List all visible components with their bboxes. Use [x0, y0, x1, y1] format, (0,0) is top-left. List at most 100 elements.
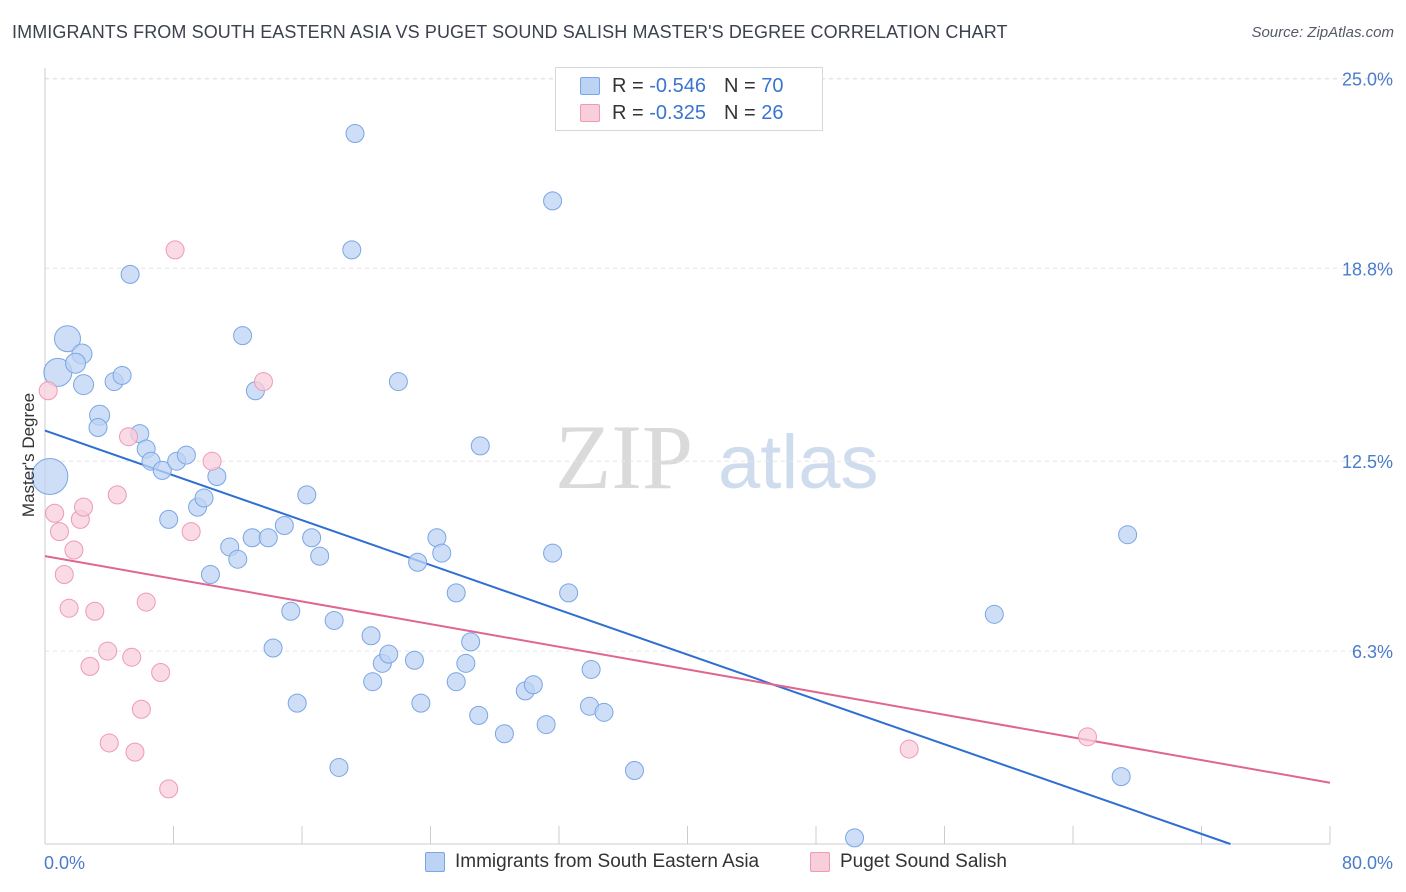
r-value: -0.546: [649, 74, 706, 97]
y-tick-label: 12.5%: [1342, 452, 1393, 472]
point-immigrants: [446, 672, 466, 692]
point-immigrants: [984, 604, 1004, 624]
stats-legend: R = -0.546 N = 70 R = -0.325 N = 26: [555, 67, 823, 131]
n-label: N =: [723, 101, 756, 124]
x-tick-label: 80.0%: [1342, 853, 1393, 873]
point-immigrants: [456, 653, 476, 673]
r-label: R =: [612, 101, 644, 124]
point-salish: [202, 451, 222, 471]
point-immigrants: [388, 372, 408, 392]
source-label: Source: ZipAtlas.com: [1251, 24, 1394, 41]
point-immigrants: [73, 374, 95, 396]
point-immigrants: [461, 632, 481, 652]
point-salish: [136, 592, 156, 612]
point-salish: [80, 656, 100, 676]
point-immigrants: [324, 610, 344, 630]
point-immigrants: [287, 693, 307, 713]
point-salish: [1077, 727, 1097, 747]
point-immigrants: [342, 240, 362, 260]
legend-item-salish: Puget Sound Salish: [810, 851, 1007, 873]
y-tick-label: 25.0%: [1342, 69, 1393, 89]
trend-line: [44, 429, 1231, 845]
point-immigrants: [363, 672, 383, 692]
legend-label-immigrants: Immigrants from South Eastern Asia: [455, 851, 760, 872]
point-immigrants: [258, 528, 278, 548]
point-immigrants: [379, 644, 399, 664]
point-salish: [159, 779, 179, 799]
point-immigrants: [120, 264, 140, 284]
point-salish: [119, 427, 139, 447]
point-salish: [74, 497, 94, 517]
point-immigrants: [233, 326, 253, 346]
blue-swatch: [580, 77, 600, 95]
point-immigrants: [31, 458, 69, 495]
data-points: [31, 124, 1138, 848]
point-immigrants: [469, 705, 489, 725]
point-immigrants: [112, 365, 132, 385]
point-salish: [107, 485, 127, 505]
point-immigrants: [302, 528, 322, 548]
point-immigrants: [65, 352, 87, 374]
pink-swatch: [580, 104, 600, 122]
stats-row-blue: R = -0.546 N = 70: [580, 74, 783, 98]
stats-row-pink: R = -0.325 N = 26: [580, 101, 783, 125]
point-salish: [54, 565, 74, 584]
axes: [44, 68, 1331, 845]
point-salish: [122, 647, 142, 667]
y-tick-label: 18.8%: [1342, 259, 1393, 279]
point-salish: [38, 381, 58, 401]
trend-line: [44, 555, 1331, 784]
point-immigrants: [361, 626, 381, 646]
point-immigrants: [494, 724, 514, 744]
point-salish: [131, 699, 151, 719]
point-salish: [253, 372, 273, 392]
point-salish: [181, 522, 201, 542]
point-immigrants: [432, 543, 452, 563]
legend-swatch-blue: [425, 852, 445, 872]
point-salish: [151, 663, 171, 682]
point-salish: [899, 739, 919, 759]
point-immigrants: [446, 583, 466, 603]
point-immigrants: [297, 485, 317, 505]
point-immigrants: [53, 325, 81, 353]
point-immigrants: [345, 124, 365, 143]
point-immigrants: [242, 528, 262, 548]
point-salish: [125, 742, 145, 762]
point-immigrants: [200, 565, 220, 584]
n-label: N =: [723, 74, 756, 97]
r-label: R =: [612, 74, 644, 97]
point-immigrants: [310, 546, 330, 566]
point-immigrants: [1118, 525, 1138, 545]
point-immigrants: [411, 693, 431, 713]
point-immigrants: [543, 191, 563, 211]
point-immigrants: [594, 702, 614, 722]
gridlines: [45, 77, 1392, 652]
r-value: -0.325: [649, 101, 706, 124]
point-salish: [165, 240, 185, 260]
point-immigrants: [88, 418, 108, 437]
legend-label-salish: Puget Sound Salish: [840, 851, 1007, 872]
point-immigrants: [543, 543, 563, 563]
point-immigrants: [559, 583, 579, 603]
point-immigrants: [1111, 767, 1131, 787]
point-immigrants: [159, 509, 179, 529]
watermark: ZIP atlas: [555, 406, 879, 508]
point-salish: [99, 733, 119, 753]
point-immigrants: [408, 552, 428, 572]
point-immigrants: [176, 445, 196, 465]
point-immigrants: [470, 436, 490, 456]
point-immigrants: [624, 761, 644, 780]
point-immigrants: [845, 828, 865, 848]
x-tick-label: 0.0%: [44, 853, 85, 873]
point-immigrants: [228, 549, 248, 569]
trend-lines: [44, 429, 1331, 845]
point-salish: [98, 641, 118, 661]
watermark-zip: ZIP: [555, 406, 693, 508]
chart-title: IMMIGRANTS FROM SOUTH EASTERN ASIA VS PU…: [12, 22, 1008, 42]
watermark-atlas: atlas: [718, 420, 879, 505]
y-tick-label: 6.3%: [1352, 642, 1393, 662]
point-salish: [85, 601, 105, 621]
point-immigrants: [329, 757, 349, 777]
point-immigrants: [281, 601, 301, 621]
